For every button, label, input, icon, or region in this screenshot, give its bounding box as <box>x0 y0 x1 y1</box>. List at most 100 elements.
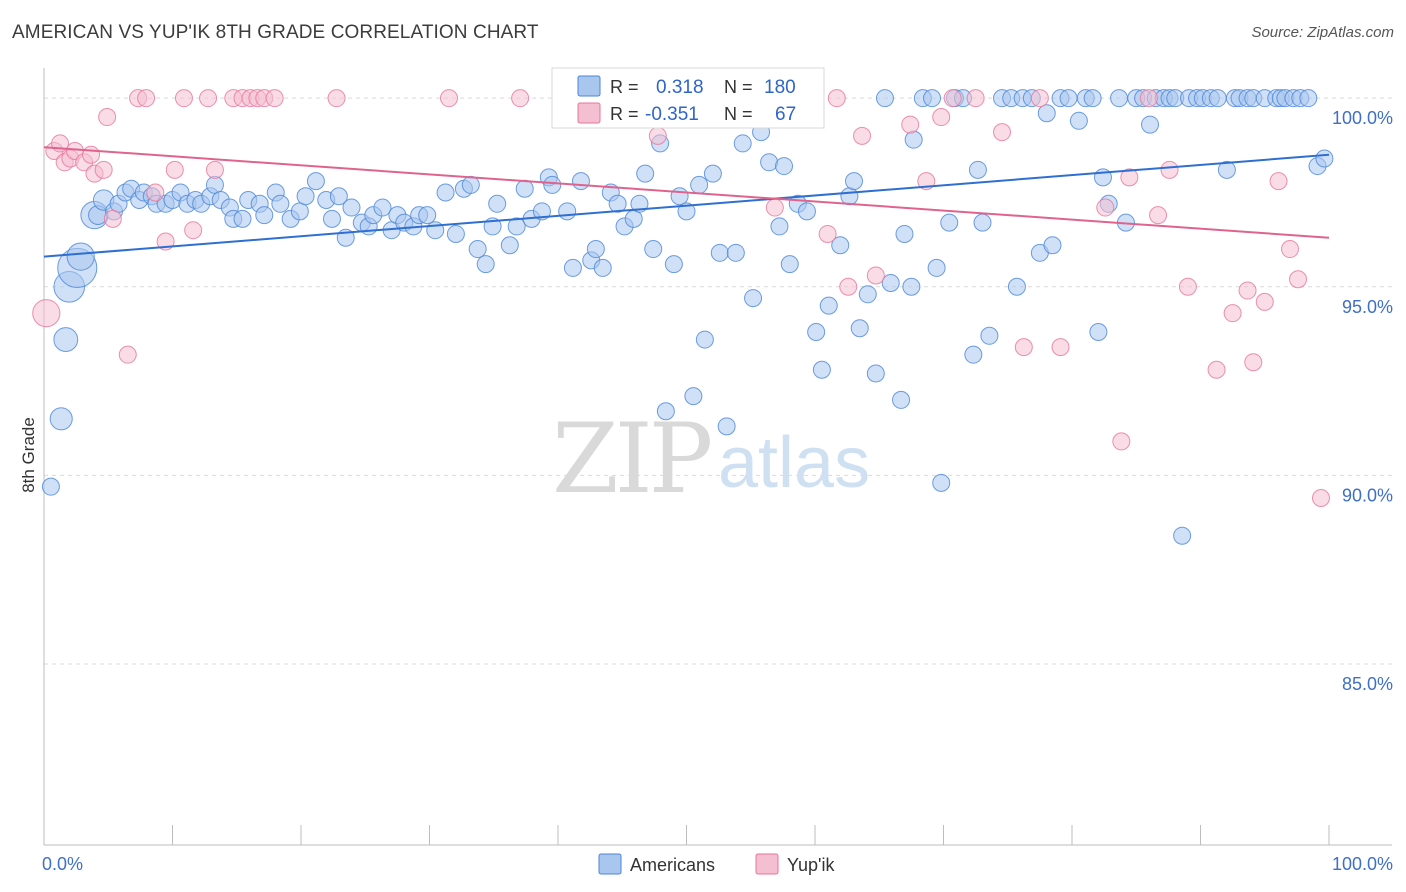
americans-point <box>500 236 519 255</box>
americans-point <box>446 224 465 243</box>
americans-point <box>881 273 900 292</box>
americans-point <box>703 164 722 183</box>
americans-point <box>695 330 714 349</box>
y-tick-label: 90.0% <box>1342 485 1393 505</box>
americans-point <box>892 390 911 409</box>
americans-point <box>644 240 663 259</box>
stats-legend: R = 0.318 N = 180 R = -0.351 N = 67 <box>551 67 825 129</box>
americans-point <box>690 175 709 194</box>
yupik-n-value: 67 <box>775 104 796 125</box>
americans-point <box>760 153 779 172</box>
americans-r-value: 0.318 <box>656 77 704 98</box>
yupik-point <box>1178 277 1197 296</box>
americans-point <box>684 387 703 406</box>
yupik-point <box>1160 160 1179 179</box>
americans-point <box>1083 89 1102 108</box>
americans-point <box>233 209 252 228</box>
americans-point <box>1208 89 1227 108</box>
americans-point <box>780 255 799 274</box>
watermark-atlas: atlas <box>718 423 870 503</box>
americans-point <box>296 187 315 206</box>
americans-point <box>205 175 224 194</box>
americans-point <box>593 258 612 277</box>
legend-americans-swatch <box>598 853 622 875</box>
watermark-zip: ZIP <box>552 403 711 515</box>
yupik-point <box>1238 281 1257 300</box>
americans-point <box>744 289 763 308</box>
yupik-point <box>511 89 530 108</box>
americans-point <box>819 296 838 315</box>
yupik-point <box>1255 292 1274 311</box>
americans-point <box>558 202 577 221</box>
yupik-point <box>1051 338 1070 357</box>
yupik-point <box>165 160 184 179</box>
yupik-point <box>993 123 1012 142</box>
grid-lines <box>44 97 1392 665</box>
americans-point <box>1141 115 1160 134</box>
americans-point <box>532 202 551 221</box>
legend-americans-label: Americans <box>630 855 715 875</box>
yupik-point <box>94 160 113 179</box>
yupik-swatch <box>577 102 601 124</box>
yupik-point <box>1269 172 1288 191</box>
yupik-r-value: -0.351 <box>645 104 699 125</box>
yupik-point <box>648 126 667 145</box>
americans-point <box>271 194 290 213</box>
yupik-point <box>853 126 872 145</box>
americans-point <box>488 194 507 213</box>
americans-point <box>571 172 590 191</box>
americans-point <box>624 209 643 228</box>
yupik-point <box>205 160 224 179</box>
yupik-point <box>839 277 858 296</box>
americans-point <box>515 179 534 198</box>
americans-point <box>53 327 79 352</box>
americans-point <box>664 255 683 274</box>
yupik-point <box>827 89 846 108</box>
yupik-point <box>1244 353 1263 372</box>
yupik-point <box>1030 89 1049 108</box>
yupik-point <box>1014 338 1033 357</box>
y-tick-label: 100.0% <box>1332 108 1393 128</box>
americans-swatch <box>577 75 601 97</box>
americans-point <box>436 183 455 202</box>
americans-point <box>932 473 951 492</box>
americans-point <box>670 187 689 206</box>
axes <box>43 68 1392 846</box>
americans-n-label: N = <box>724 77 753 97</box>
americans-point <box>636 164 655 183</box>
yupik-point <box>1112 432 1131 451</box>
americans-point <box>1110 89 1129 108</box>
yupik-point <box>966 89 985 108</box>
yupik-point <box>82 145 101 164</box>
legend-yupik-label: Yup'ik <box>787 855 835 875</box>
yupik-point <box>1207 360 1226 379</box>
americans-point <box>656 402 675 421</box>
americans-point <box>968 160 987 179</box>
yupik-point <box>103 209 122 228</box>
trend-lines <box>43 146 1330 258</box>
yupik-point <box>1289 270 1308 289</box>
americans-point <box>770 217 789 236</box>
yupik-point <box>440 89 459 108</box>
yupik-point <box>1280 240 1299 259</box>
yupik-point <box>174 89 193 108</box>
americans-points <box>41 89 1334 545</box>
americans-point <box>875 89 894 108</box>
yupik-trend-line <box>43 146 1330 239</box>
chart-title: AMERICAN VS YUP'IK 8TH GRADE CORRELATION… <box>12 22 539 43</box>
americans-point <box>1037 104 1056 123</box>
americans-point <box>41 477 60 496</box>
yupik-point <box>184 221 203 240</box>
americans-point <box>1007 277 1026 296</box>
americans-point <box>797 202 816 221</box>
americans-point <box>306 172 325 191</box>
americans-point <box>845 172 864 191</box>
americans-point <box>630 194 649 213</box>
x-tick-label-min: 0.0% <box>42 854 83 874</box>
americans-point <box>543 175 562 194</box>
legend-yupik-swatch <box>755 853 779 875</box>
americans-point <box>1043 236 1062 255</box>
yupik-point <box>1096 198 1115 217</box>
yupik-points <box>32 89 1330 507</box>
